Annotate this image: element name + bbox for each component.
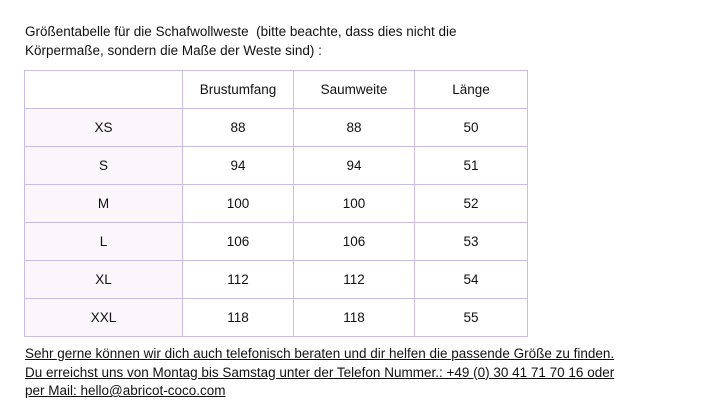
intro: Größentabelle für die Schafwollweste (bi… bbox=[25, 22, 457, 60]
value-cell: 118 bbox=[293, 298, 415, 337]
size-cell: L bbox=[24, 222, 183, 261]
header-cell: Länge bbox=[414, 70, 528, 109]
value-cell: 88 bbox=[293, 108, 415, 147]
table-row: S 94 94 51 bbox=[24, 146, 528, 185]
value-cell: 55 bbox=[414, 298, 528, 337]
table-row: M 100 100 52 bbox=[24, 184, 528, 223]
value-cell: 53 bbox=[414, 222, 528, 261]
header-cell: Brustumfang bbox=[182, 70, 294, 109]
footer-line: per Mail: hello@abricot-coco.com bbox=[25, 383, 226, 398]
size-table: Brustumfang Saumweite Länge XS 88 88 50 S 94 94 5… bbox=[24, 70, 528, 337]
size-cell: XXL bbox=[24, 298, 183, 337]
value-cell: 94 bbox=[182, 146, 294, 185]
table-row: XS 88 88 50 bbox=[24, 108, 528, 147]
table-header: Brustumfang Saumweite Länge bbox=[24, 70, 528, 109]
footer: Sehr gerne können wir dich auch telefoni… bbox=[25, 345, 614, 401]
size-cell: S bbox=[24, 146, 183, 185]
intro-line: Körpermaße, sondern die Maße der Weste s… bbox=[25, 43, 322, 58]
size-cell: M bbox=[24, 184, 183, 223]
size-cell: XL bbox=[24, 260, 183, 299]
value-cell: 112 bbox=[182, 260, 294, 299]
value-cell: 100 bbox=[182, 184, 294, 223]
table-row: L 106 106 53 bbox=[24, 222, 528, 261]
value-cell: 88 bbox=[182, 108, 294, 147]
value-cell: 100 bbox=[293, 184, 415, 223]
value-cell: 51 bbox=[414, 146, 528, 185]
value-cell: 54 bbox=[414, 260, 528, 299]
value-cell: 52 bbox=[414, 184, 528, 223]
table-body: XS 88 88 50 S 94 94 51 M 100 100 52 L 106 106 53 XL 112 11… bbox=[24, 108, 528, 337]
value-cell: 118 bbox=[182, 298, 294, 337]
value-cell: 106 bbox=[293, 222, 415, 261]
header-cell: Saumweite bbox=[293, 70, 415, 109]
intro-line: Größentabelle für die Schafwollweste (bi… bbox=[25, 24, 457, 39]
value-cell: 94 bbox=[293, 146, 415, 185]
table-row: XL 112 112 54 bbox=[24, 260, 528, 299]
value-cell: 50 bbox=[414, 108, 528, 147]
size-cell: XS bbox=[24, 108, 183, 147]
header-corner bbox=[24, 70, 183, 109]
footer-line: Du erreichst uns von Montag bis Samstag … bbox=[25, 364, 615, 380]
footer-line: Sehr gerne können wir dich auch telefoni… bbox=[25, 346, 615, 361]
table-row: XXL 118 118 55 bbox=[24, 298, 528, 337]
header-row: Brustumfang Saumweite Länge bbox=[24, 70, 528, 109]
value-cell: 106 bbox=[182, 222, 294, 261]
value-cell: 112 bbox=[293, 260, 415, 299]
